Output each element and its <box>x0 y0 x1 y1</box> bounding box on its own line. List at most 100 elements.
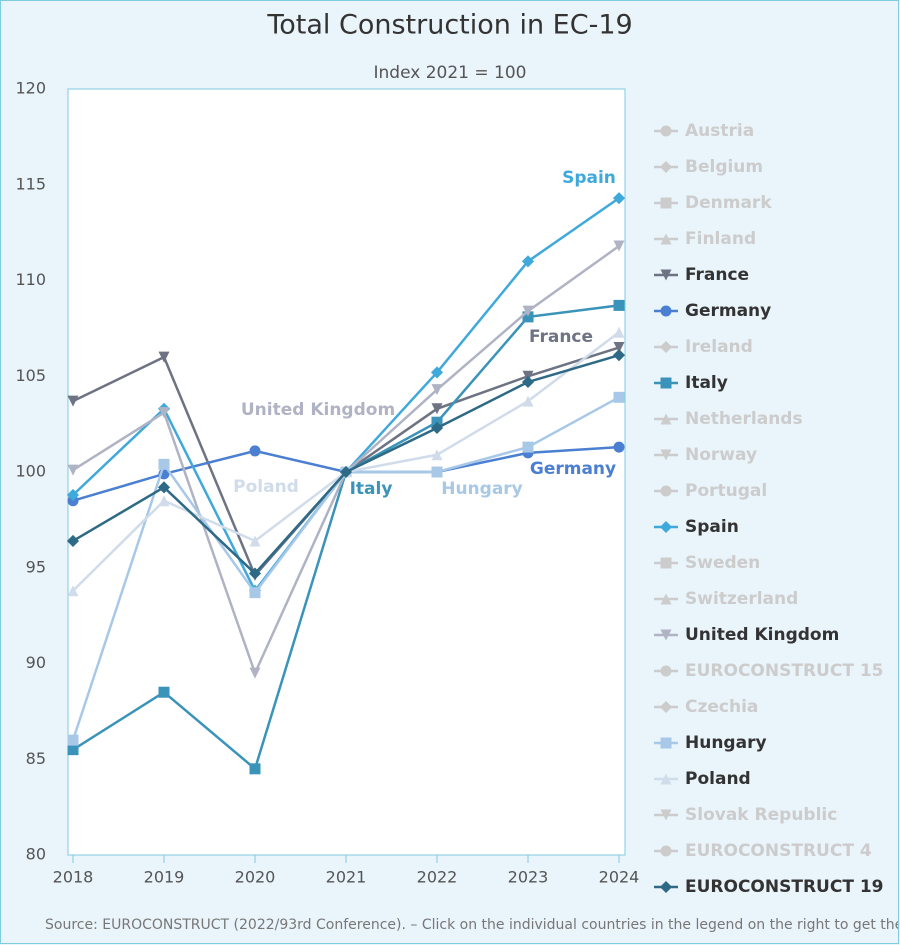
legend-item[interactable]: EUROCONSTRUCT 15 <box>654 661 884 681</box>
marker <box>660 269 672 281</box>
marker <box>431 449 443 461</box>
marker <box>612 349 626 362</box>
marker <box>158 686 170 698</box>
marker <box>66 534 80 547</box>
marker <box>67 464 79 476</box>
marker <box>249 587 261 599</box>
marker <box>248 567 262 580</box>
marker <box>660 449 672 461</box>
legend-item[interactable]: Denmark <box>654 193 772 213</box>
marker <box>659 880 673 894</box>
legend-label: Spain <box>685 517 739 537</box>
marker <box>613 240 625 252</box>
series-annotation: Spain <box>562 168 616 188</box>
legend-label: Netherlands <box>685 409 803 429</box>
marker <box>659 700 673 714</box>
legend-label: Austria <box>685 121 754 141</box>
legend-item[interactable]: Slovak Republic <box>654 805 837 825</box>
legend-label: Finland <box>685 229 756 249</box>
marker <box>339 465 353 479</box>
legend-label: Belgium <box>685 157 763 177</box>
legend-item[interactable]: Italy <box>654 373 728 393</box>
y-tick-label: 115 <box>15 174 46 193</box>
marker <box>522 441 534 453</box>
series-annotation: Poland <box>233 477 299 497</box>
legend-item[interactable]: Czechia <box>654 697 758 717</box>
x-tick-label: 2024 <box>599 868 640 887</box>
legend-label: EUROCONSTRUCT 4 <box>685 841 872 861</box>
legend-label: EUROCONSTRUCT 19 <box>685 877 884 897</box>
legend-label: Germany <box>685 301 771 321</box>
marker <box>613 299 625 311</box>
marker <box>158 407 170 419</box>
legend-label: Ireland <box>685 337 753 357</box>
marker <box>613 391 625 403</box>
marker <box>660 845 672 857</box>
marker <box>158 351 170 363</box>
marker <box>613 326 625 338</box>
marker <box>158 458 170 470</box>
legend-label: Hungary <box>685 733 767 753</box>
marker <box>660 809 672 821</box>
legend-item[interactable]: Switzerland <box>654 589 798 609</box>
series-annotation: United Kingdom <box>241 400 395 420</box>
legend-item[interactable]: Netherlands <box>654 409 803 429</box>
marker <box>660 665 672 677</box>
legend-item[interactable]: United Kingdom <box>654 625 839 645</box>
marker <box>67 585 79 597</box>
marker <box>521 375 535 389</box>
y-tick-label: 120 <box>15 79 46 98</box>
series-annotation: France <box>529 327 593 347</box>
legend-item[interactable]: Poland <box>654 769 751 789</box>
legend-label: Switzerland <box>685 589 798 609</box>
legend-label: Slovak Republic <box>685 805 837 825</box>
marker <box>660 485 672 497</box>
series-annotation: Hungary <box>441 479 523 499</box>
marker <box>67 395 79 407</box>
legend-item[interactable]: France <box>654 265 749 285</box>
marker <box>660 233 672 245</box>
chart-subtitle: Index 2021 = 100 <box>374 63 527 83</box>
legend-item[interactable]: EUROCONSTRUCT 4 <box>654 841 872 861</box>
marker <box>659 340 673 354</box>
legend-label: Czechia <box>685 697 758 717</box>
y-tick-label: 85 <box>26 749 46 768</box>
marker <box>430 421 444 435</box>
y-tick-label: 105 <box>15 366 46 385</box>
marker <box>660 629 672 641</box>
legend-item[interactable]: Austria <box>654 121 754 141</box>
marker <box>521 255 535 268</box>
legend-item[interactable]: Germany <box>654 301 771 321</box>
legend-item[interactable]: EUROCONSTRUCT 19 <box>654 877 884 897</box>
legend-item[interactable]: Belgium <box>654 157 763 177</box>
x-tick-label: 2023 <box>508 868 549 887</box>
legend-item[interactable]: Finland <box>654 229 756 249</box>
x-tick-label: 2020 <box>235 868 276 887</box>
y-tick-label: 110 <box>15 270 46 289</box>
x-tick-label: 2022 <box>417 868 458 887</box>
y-tick-label: 80 <box>26 845 46 864</box>
marker <box>249 763 261 775</box>
marker <box>660 593 672 605</box>
marker <box>431 384 443 396</box>
legend-item[interactable]: Hungary <box>654 733 767 753</box>
marker <box>612 192 626 205</box>
legend-item[interactable]: Portugal <box>654 481 767 501</box>
source-note: Source: EUROCONSTRUCT (2022/93rd Confere… <box>45 917 900 933</box>
y-tick-label: 100 <box>15 462 46 481</box>
marker <box>660 773 672 785</box>
marker <box>660 377 672 389</box>
legend-item[interactable]: Spain <box>654 517 739 537</box>
marker <box>659 160 673 174</box>
y-tick-label: 90 <box>26 653 46 672</box>
legend-label: Norway <box>685 445 757 465</box>
legend-item[interactable]: Sweden <box>654 553 760 573</box>
legend-item[interactable]: Ireland <box>654 337 753 357</box>
series-annotation: Italy <box>350 479 393 499</box>
legend-label: Portugal <box>685 481 767 501</box>
marker <box>249 535 261 547</box>
legend-item[interactable]: Norway <box>654 445 757 465</box>
marker <box>431 466 443 478</box>
